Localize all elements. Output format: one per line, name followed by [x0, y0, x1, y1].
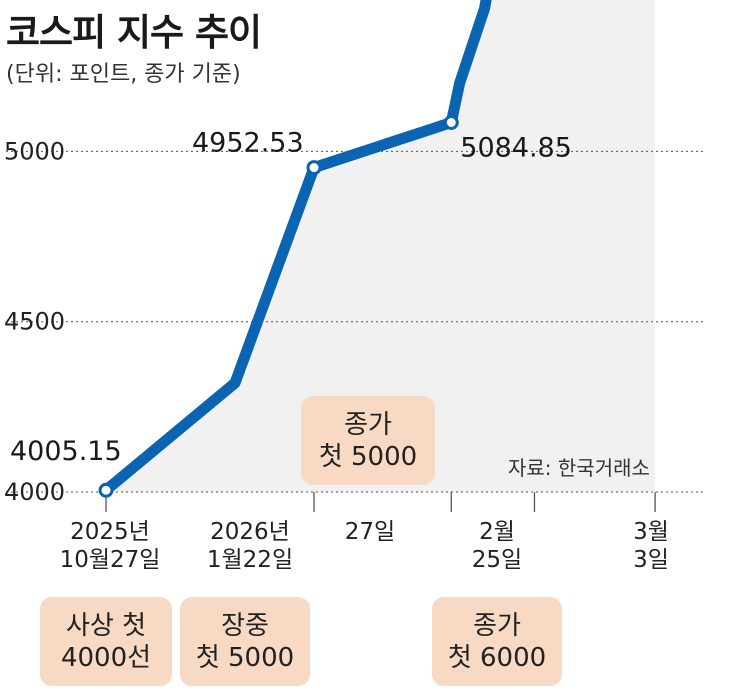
x-label-2026-03-03: 3월 3일	[633, 519, 669, 573]
point-marker-2026-01-22	[306, 160, 322, 176]
point-marker-2026-01-27	[443, 115, 459, 131]
chart-title: 코스피 지수 추이	[6, 11, 262, 54]
point-marker-2025-10-27	[98, 482, 114, 498]
x-label-2025-10-27: 2025년 10월27일	[59, 519, 161, 573]
annotation-close-6000: 종가 첫 6000	[432, 597, 562, 686]
kospi-series-line	[100, 0, 492, 496]
x-label-2026-01-22: 2026년 1월22일	[206, 519, 294, 573]
value-label-4952.53: 4952.53	[192, 128, 304, 159]
chart-subtitle: (단위: 포인트, 종가 기준)	[6, 62, 241, 87]
annotation-close-5000: 종가 첫 5000	[301, 396, 435, 485]
x-label-2026-02-25: 2월 25일	[471, 519, 523, 573]
annotation-intraday-5000: 장중 첫 5000	[180, 597, 310, 686]
x-label-2026-01-27: 27일	[344, 519, 396, 545]
annotation-first-4000: 사상 첫 4000선	[40, 597, 172, 686]
y-tick-4500: 4500	[4, 308, 65, 336]
value-label-4005.15: 4005.15	[10, 436, 122, 467]
value-label-5084.85: 5084.85	[460, 133, 572, 164]
y-tick-5000: 5000	[4, 137, 65, 165]
y-tick-4000: 4000	[4, 478, 65, 506]
source-note: 자료: 한국거래소	[508, 456, 650, 480]
